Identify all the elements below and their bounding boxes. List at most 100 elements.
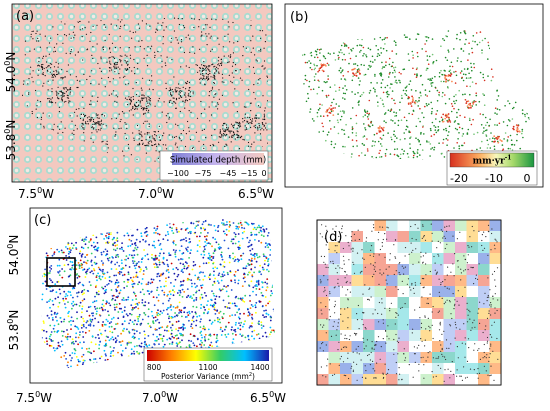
- velocity-point: [402, 89, 405, 92]
- variance-point: [104, 353, 107, 355]
- variance-point: [216, 339, 219, 342]
- variance-point: [70, 294, 72, 296]
- subsidence-point: [59, 128, 61, 130]
- variance-point: [195, 306, 198, 309]
- variance-point: [256, 333, 258, 336]
- variance-point: [51, 300, 54, 302]
- variance-point: [235, 295, 238, 298]
- variance-point: [78, 305, 81, 307]
- subsidence-point: [126, 127, 128, 129]
- variance-point: [58, 274, 61, 276]
- velocity-hotspot: [447, 121, 449, 123]
- variance-point: [77, 328, 80, 330]
- variance-point: [88, 281, 91, 283]
- subsidence-point: [227, 21, 229, 23]
- variance-point: [258, 231, 260, 234]
- subsidence-point: [206, 65, 208, 67]
- variance-point: [98, 314, 101, 316]
- subsidence-point: [115, 25, 118, 27]
- velocity-point: [347, 70, 349, 73]
- subsidence-point: [50, 102, 53, 104]
- variance-point: [255, 294, 258, 296]
- velocity-point: [364, 154, 366, 156]
- velocity-point: [384, 153, 387, 155]
- subsidence-point: [151, 45, 153, 47]
- variance-point: [114, 281, 117, 284]
- velocity-point: [342, 97, 344, 99]
- subsidence-point: [238, 134, 240, 137]
- variance-point: [140, 345, 143, 348]
- variance-point: [106, 301, 108, 304]
- variance-point: [183, 265, 186, 268]
- subsidence-point: [119, 21, 122, 23]
- velocity-hotspot: [493, 140, 496, 143]
- velocity-hotspot: [467, 100, 470, 103]
- variance-point: [159, 252, 162, 255]
- subsidence-point: [30, 36, 32, 38]
- variance-point: [112, 248, 115, 251]
- velocity-point: [415, 100, 417, 102]
- subsidence-point: [56, 43, 58, 45]
- subsidence-point: [120, 25, 122, 27]
- velocity-point: [434, 86, 437, 89]
- velocity-point: [319, 107, 321, 110]
- subsidence-point: [32, 81, 34, 83]
- variance-point: [253, 226, 256, 229]
- velocity-point: [384, 86, 387, 89]
- velocity-point: [367, 150, 369, 152]
- subsidence-point: [94, 121, 96, 124]
- variance-point: [85, 238, 87, 241]
- velocity-point: [324, 57, 327, 60]
- subsidence-point: [125, 137, 127, 139]
- subsidence-point: [237, 131, 239, 133]
- velocity-point: [395, 114, 398, 117]
- velocity-point: [469, 77, 472, 79]
- subsidence-point: [199, 67, 201, 69]
- subsidence-point: [92, 119, 95, 121]
- subsidence-point: [188, 130, 190, 132]
- variance-point: [94, 317, 96, 320]
- subsidence-point: [92, 123, 94, 126]
- variance-point: [94, 286, 97, 288]
- variance-point: [269, 315, 272, 318]
- variance-point: [81, 324, 83, 327]
- subsidence-point: [66, 70, 68, 72]
- variance-point: [141, 257, 144, 259]
- variance-point: [114, 244, 117, 247]
- velocity-point: [399, 153, 402, 156]
- subsidence-point: [188, 95, 190, 97]
- velocity-point: [412, 150, 415, 153]
- variance-point: [258, 288, 261, 290]
- subsidence-point: [72, 31, 74, 33]
- velocity-point: [448, 125, 451, 128]
- velocity-point: [351, 132, 354, 134]
- velocity-point: [440, 116, 443, 119]
- velocity-point: [429, 79, 431, 81]
- variance-point: [234, 235, 237, 238]
- variance-point: [193, 282, 196, 285]
- variance-point: [213, 308, 216, 311]
- subsidence-point: [175, 37, 177, 39]
- variance-point: [102, 321, 104, 323]
- velocity-point: [368, 112, 371, 115]
- subsidence-point: [129, 102, 131, 104]
- variance-point: [105, 344, 108, 347]
- subsidence-point: [166, 121, 168, 124]
- velocity-point: [429, 127, 432, 130]
- subsidence-point: [157, 50, 159, 53]
- subsidence-point: [50, 67, 52, 69]
- subsidence-point: [241, 135, 243, 137]
- panel-c-colorbar-tick: 1400: [250, 363, 269, 372]
- variance-point: [67, 333, 69, 336]
- subsidence-point: [198, 140, 200, 142]
- variance-point: [46, 301, 48, 303]
- subsidence-point: [44, 35, 46, 37]
- panel-a-colorbar-title: Simulated depth (mm): [170, 156, 266, 166]
- variance-point: [159, 326, 162, 329]
- velocity-point: [441, 118, 444, 121]
- variance-point: [115, 323, 117, 325]
- subsidence-point: [83, 140, 85, 142]
- subsidence-point: [155, 28, 157, 30]
- variance-point: [155, 263, 158, 266]
- subsidence-point: [221, 133, 223, 135]
